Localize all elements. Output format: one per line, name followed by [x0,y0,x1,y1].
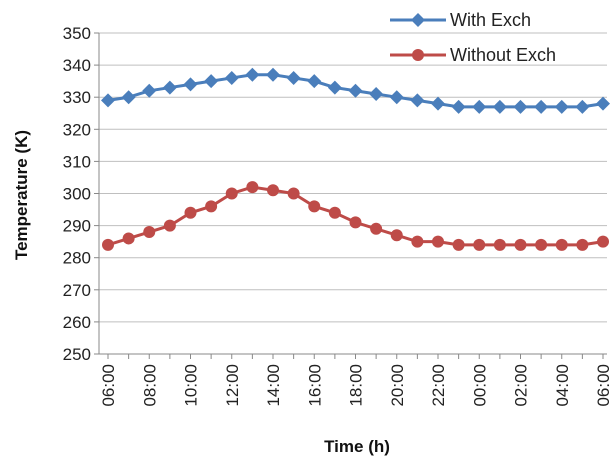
axes [98,33,607,355]
legend-label: With Exch [450,10,531,30]
data-point [513,99,528,114]
data-point [204,74,219,89]
data-point [514,238,527,251]
data-point [492,99,507,114]
data-point [452,238,465,251]
data-point [370,222,383,235]
data-point [121,90,136,105]
y-axis-title: Temperature (K) [12,130,31,260]
data-point [101,93,115,108]
data-point [246,181,259,194]
y-tick-label: 250 [63,345,91,364]
series-line [107,185,604,247]
x-tick-label: 08:00 [140,364,159,407]
y-tick-label: 260 [63,313,91,332]
data-point [555,238,568,251]
data-point [183,77,198,92]
y-tick-label: 280 [63,249,91,268]
data-point [245,67,260,82]
x-tick-label: 06:00 [99,364,118,407]
x-tick-label: 22:00 [429,364,448,407]
x-tick-label: 14:00 [264,364,283,407]
data-point [451,99,466,114]
data-point [431,96,445,111]
data-point [554,99,569,114]
legend: With Exch Without Exch [390,10,556,65]
y-tick-label: 290 [63,217,91,236]
data-point [122,232,135,245]
data-point [225,187,238,200]
y-tick-label: 320 [63,120,91,139]
legend-entry: Without Exch [390,45,556,65]
legend-marker [412,49,424,61]
x-axis-ticks: 06:00 08:00 10:00 12:00 14:00 16:00 18:00 20:00… [99,354,611,407]
data-point [535,238,548,251]
y-tick-label: 340 [63,56,91,75]
x-tick-label: 12:00 [223,364,242,407]
data-point [493,238,506,251]
data-point [432,235,444,248]
y-tick-label: 310 [63,152,91,171]
data-point [142,83,157,98]
data-point [472,99,487,114]
series-layer [101,67,610,251]
x-tick-label: 02:00 [512,364,531,407]
y-tick-label: 270 [63,281,91,300]
data-point [575,99,590,114]
x-tick-label: 18:00 [347,364,366,407]
series-1 [101,67,610,114]
data-point [411,235,424,248]
legend-label: Without Exch [450,45,556,65]
data-point [266,67,280,82]
data-point [162,80,177,95]
data-point [369,86,384,101]
data-point [534,99,549,114]
data-point [224,70,239,85]
data-point [410,93,425,108]
legend-marker [411,13,425,27]
x-tick-label: 10:00 [182,364,201,407]
x-tick-label: 00:00 [470,364,489,407]
data-point [348,83,363,98]
data-point [349,216,362,229]
data-point [327,80,342,95]
data-point [163,219,176,232]
data-point [597,235,609,248]
x-tick-label: 04:00 [553,364,572,407]
y-tick-label: 300 [63,185,91,204]
gridlines [99,32,607,323]
legend-entry: With Exch [390,10,531,30]
x-tick-label: 16:00 [305,364,324,407]
x-tick-label: 20:00 [388,364,407,407]
data-point [286,70,301,85]
data-point [328,206,341,219]
data-point [473,238,486,251]
x-tick-label: 06:00 [594,364,611,407]
y-axis-ticks: 250 260 270 280 290 300 310 320 330 340 350 [63,24,99,364]
data-point [102,238,114,251]
data-point [267,184,279,197]
data-point [389,90,404,105]
data-point [576,238,589,251]
data-point [205,200,218,213]
data-point [287,187,300,200]
data-point [308,200,321,213]
series-2 [102,181,609,251]
y-tick-label: 350 [63,24,91,43]
data-point [596,96,610,111]
data-point [307,74,322,89]
y-tick-label: 330 [63,88,91,107]
data-point [390,229,403,242]
data-point [184,206,197,219]
x-axis-title: Time (h) [324,437,390,456]
data-point [143,226,156,239]
